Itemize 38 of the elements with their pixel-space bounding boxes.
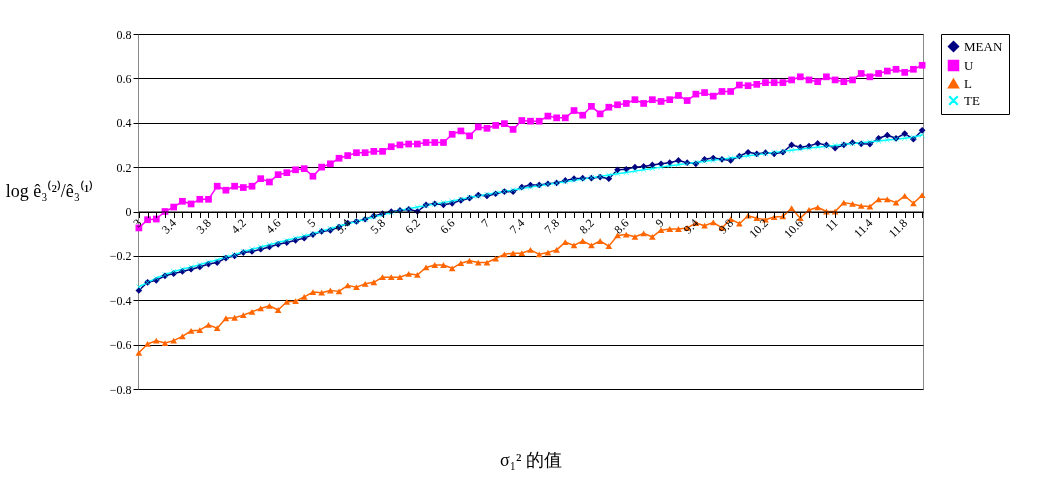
x-tick-label: 5 bbox=[304, 216, 319, 231]
y-axis-title: log ê₃⁽²⁾/ê₃⁽¹⁾ bbox=[5, 180, 94, 201]
x-tick-label: 7.8 bbox=[541, 216, 563, 237]
x-tick-label: 4.6 bbox=[263, 216, 284, 237]
x-tick-label: 5.4 bbox=[332, 216, 354, 237]
legend-label: L bbox=[964, 75, 972, 91]
x-tick-label: 11 bbox=[822, 216, 841, 235]
x-tick-label: 3 bbox=[130, 216, 145, 231]
x-tick-label: 4.2 bbox=[228, 216, 249, 237]
x-tick-label: 11.8 bbox=[885, 216, 911, 241]
y-tick-label: 0.2 bbox=[116, 160, 132, 175]
legend-label: U bbox=[964, 57, 974, 73]
x-tick-label: 7.4 bbox=[506, 216, 528, 237]
x-tick-label: 10.6 bbox=[780, 216, 806, 241]
x-tick-label: 5.8 bbox=[367, 216, 388, 237]
x-tick-label: 8.6 bbox=[611, 216, 632, 237]
x-tick-label: 9 bbox=[652, 216, 667, 231]
x-tick-label: 3.8 bbox=[193, 216, 214, 237]
y-tick-label: −0.6 bbox=[109, 338, 132, 353]
legend-label: MEAN bbox=[964, 38, 1003, 54]
legend-label: TE bbox=[964, 92, 980, 108]
x-tick-label: 9.8 bbox=[715, 216, 737, 237]
y-tick-label: −0.4 bbox=[109, 293, 132, 308]
x-tick-label: 6.6 bbox=[437, 216, 458, 237]
x-tick-label: 9.4 bbox=[680, 216, 702, 237]
x-tick-label: 6.2 bbox=[402, 216, 423, 237]
x-tick-label: 3.4 bbox=[158, 216, 180, 237]
x-axis-title: σ₁² 的值 bbox=[500, 449, 562, 470]
y-tick-label: −0.2 bbox=[109, 249, 132, 264]
x-tick-label: 7 bbox=[478, 216, 493, 231]
y-tick-label: 0.4 bbox=[116, 116, 132, 131]
x-tick-label: 11.4 bbox=[850, 216, 876, 241]
y-tick-label: −0.8 bbox=[109, 382, 132, 397]
x-tick-label: 8.2 bbox=[576, 216, 597, 237]
y-tick-label: 0.8 bbox=[116, 27, 132, 42]
y-tick-label: 0 bbox=[125, 205, 132, 219]
x-tick-label: 10.2 bbox=[746, 216, 771, 241]
y-tick-label: 0.6 bbox=[116, 71, 132, 86]
